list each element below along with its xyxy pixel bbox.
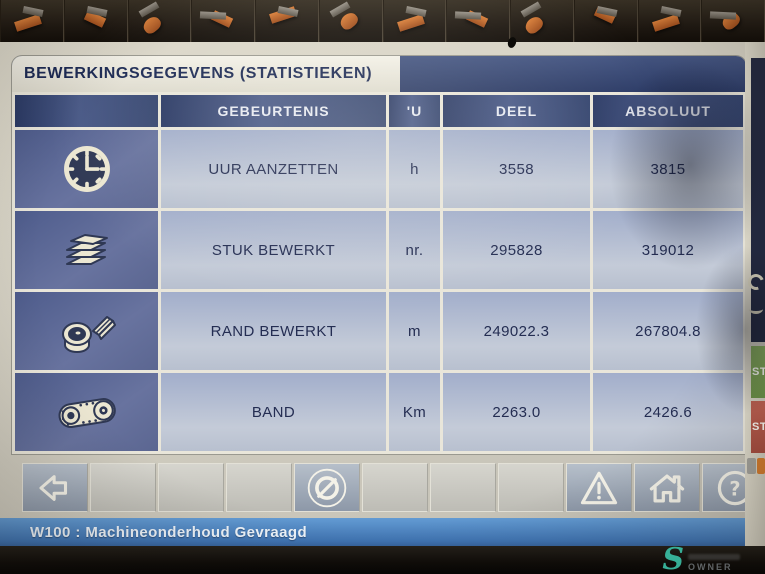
unit-value: Km: [389, 373, 440, 451]
machine-op-tile[interactable]: [191, 0, 255, 42]
header-unit: 'U: [389, 95, 440, 127]
machine-op-tile[interactable]: [637, 0, 702, 42]
clock-icon: [15, 130, 158, 208]
machine-op-tile[interactable]: [446, 0, 510, 42]
machine-op-tile[interactable]: [318, 0, 383, 42]
unit-value: nr.: [389, 211, 440, 289]
status-bar: W100 : Machineonderhoud Gevraagd: [0, 518, 750, 547]
header-absoluut: ABSOLUUT: [593, 95, 743, 127]
event-label: BAND: [161, 373, 386, 451]
empty-softkey-5: [430, 463, 496, 512]
header-deel: DEEL: [443, 95, 590, 127]
empty-softkey-4: [362, 463, 428, 512]
side-dark-panel: [745, 58, 765, 342]
stop-button[interactable]: ST: [751, 401, 765, 453]
deel-value: 249022.3: [443, 292, 590, 370]
side-bezel: ST ST: [745, 42, 765, 546]
empty-softkey-3: [226, 463, 292, 512]
touchscreen-area: BEWERKINGSGEGEVENS (STATISTIEKEN) GEBEUR…: [0, 42, 765, 547]
back-button[interactable]: [22, 463, 88, 512]
grey-key-partial[interactable]: [747, 458, 756, 474]
empty-softkey-6: [498, 463, 564, 512]
event-label: UUR AANZETTEN: [161, 130, 386, 208]
panel-stack-icon: [15, 211, 158, 289]
absoluut-value: 3815: [593, 130, 743, 208]
watermark: S OWNER: [662, 542, 740, 574]
header-icon-column: [15, 95, 158, 127]
absoluut-value: 267804.8: [593, 292, 743, 370]
machine-operations-strip: [0, 0, 765, 42]
statistics-window: BEWERKINGSGEGEVENS (STATISTIEKEN) GEBEUR…: [12, 56, 746, 454]
belt-icon: [15, 373, 158, 451]
edgeband-roll-icon: [15, 292, 158, 370]
deel-value: 3558: [443, 130, 590, 208]
event-label: STUK BEWERKT: [161, 211, 386, 289]
unit-value: m: [389, 292, 440, 370]
partial-tool-icon: [749, 304, 763, 314]
empty-softkey-1: [90, 463, 156, 512]
watermark-text: OWNER: [688, 562, 733, 572]
reset-counters-button[interactable]: [294, 463, 360, 512]
header-event: GEBEURTENIS: [161, 95, 386, 127]
window-header: BEWERKINGSGEGEVENS (STATISTIEKEN): [12, 56, 746, 92]
machine-op-tile[interactable]: [0, 0, 64, 42]
page-title: BEWERKINGSGEGEVENS (STATISTIEKEN): [12, 56, 400, 92]
deel-value: 295828: [443, 211, 590, 289]
machine-op-tile[interactable]: [255, 0, 319, 42]
unit-value: h: [389, 130, 440, 208]
bottom-bezel: S OWNER: [0, 542, 765, 574]
machine-op-tile[interactable]: [127, 0, 192, 42]
home-button[interactable]: [634, 463, 700, 512]
statistics-table: GEBEURTENIS 'U DEEL ABSOLUUT: [12, 92, 746, 454]
machine-op-tile[interactable]: [510, 0, 574, 42]
owner-logo-icon: S: [662, 542, 684, 574]
alarms-button[interactable]: [566, 463, 632, 512]
empty-softkey-2: [158, 463, 224, 512]
watermark-blur-line: [688, 554, 740, 560]
svg-text:?: ?: [729, 477, 740, 500]
deel-value: 2263.0: [443, 373, 590, 451]
status-message: W100 : Machineonderhoud Gevraagd: [30, 524, 308, 541]
machine-op-tile[interactable]: [63, 0, 128, 42]
orange-key-partial[interactable]: [757, 458, 765, 474]
absoluut-value: 2426.6: [593, 373, 743, 451]
partial-tool-icon: [745, 271, 765, 293]
bottom-toolbar: ?: [22, 463, 765, 512]
machine-op-tile[interactable]: [573, 0, 638, 42]
absoluut-value: 319012: [593, 211, 743, 289]
machine-op-tile[interactable]: [701, 0, 765, 42]
start-button[interactable]: ST: [751, 346, 765, 398]
machine-op-tile[interactable]: [382, 0, 447, 42]
event-label: RAND BEWERKT: [161, 292, 386, 370]
